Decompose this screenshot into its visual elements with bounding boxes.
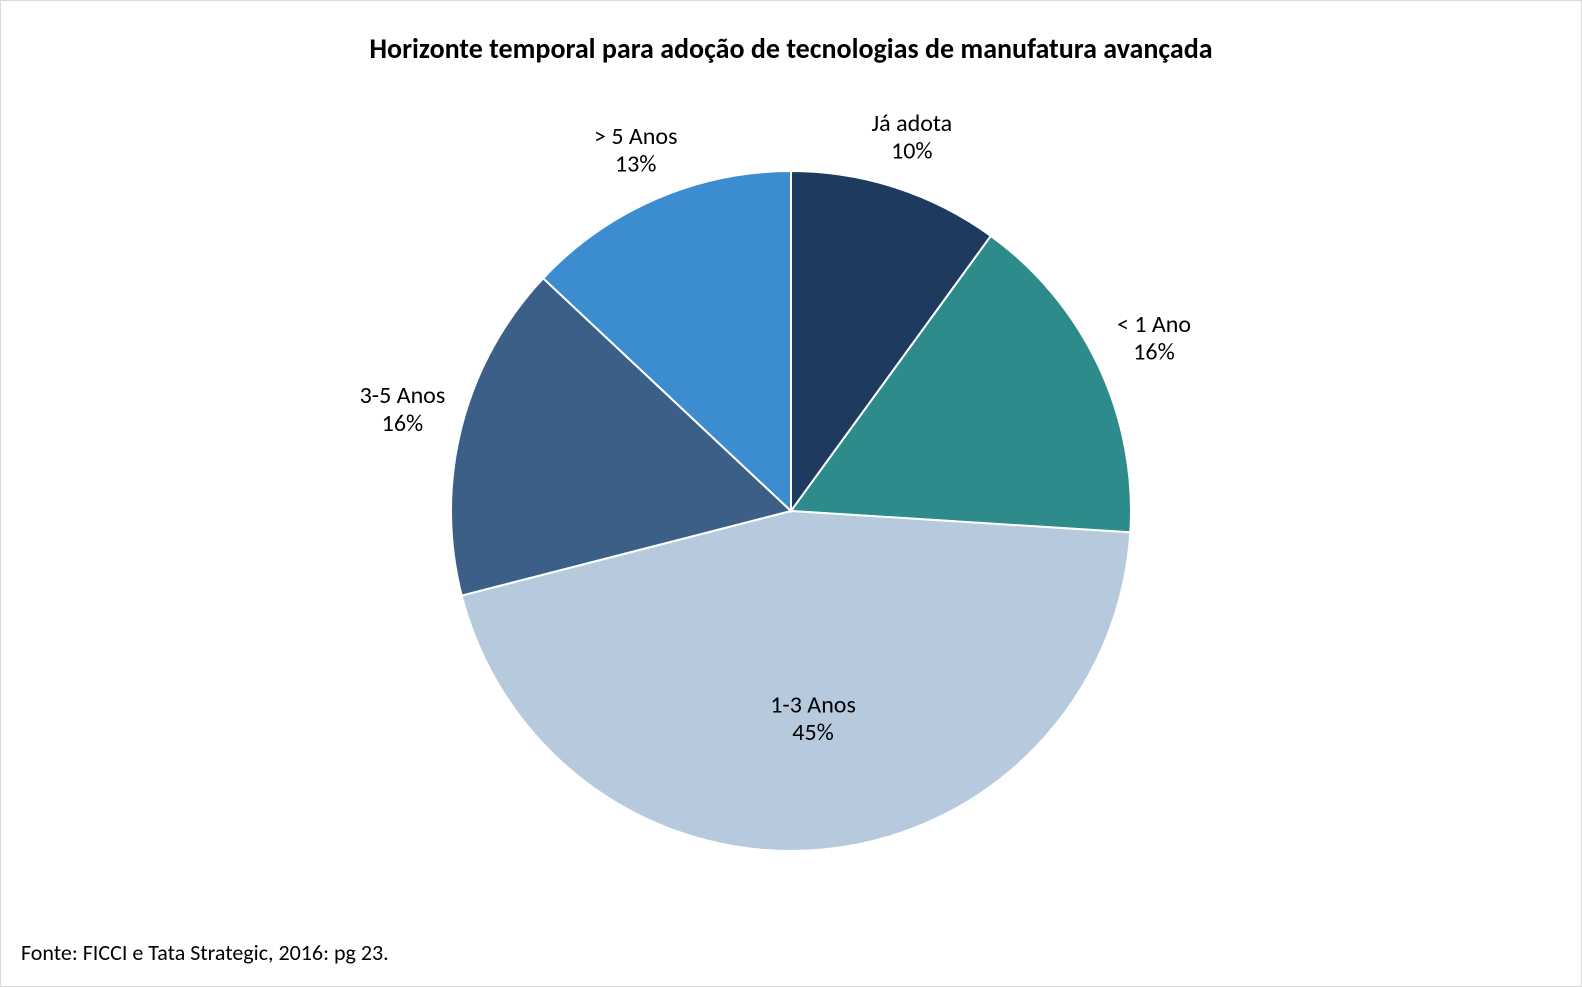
slice-value: 13% — [615, 150, 656, 179]
chart-title: Horizonte temporal para adoção de tecnol… — [1, 31, 1581, 66]
slice-value: 10% — [891, 137, 932, 166]
slice-value: 16% — [1133, 338, 1174, 367]
slice-label: Já adota — [872, 109, 953, 138]
slice-value: 16% — [382, 409, 423, 438]
pie-chart-area: Já adota10%< 1 Ano16%1-3 Anos45%3-5 Anos… — [1, 101, 1581, 881]
slice-label: 1-3 Anos — [770, 691, 856, 720]
slice-value: 45% — [792, 718, 833, 747]
pie-chart-svg: Já adota10%< 1 Ano16%1-3 Anos45%3-5 Anos… — [71, 101, 1511, 921]
chart-container: Horizonte temporal para adoção de tecnol… — [0, 0, 1582, 987]
slice-label: < 1 Ano — [1117, 310, 1191, 339]
slice-label: 3-5 Anos — [360, 381, 446, 410]
source-footnote: Fonte: FICCI e Tata Strategic, 2016: pg … — [21, 939, 389, 966]
slice-label: > 5 Anos — [594, 122, 678, 151]
